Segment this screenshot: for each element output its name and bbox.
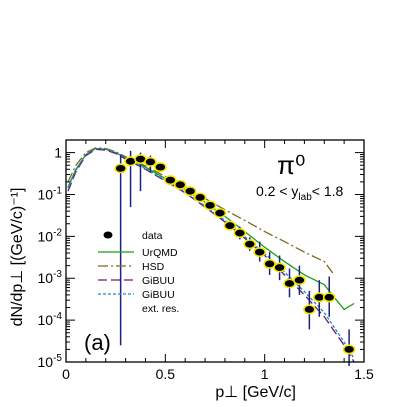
data-marker <box>164 175 177 186</box>
data-point <box>124 150 137 208</box>
y-tick-label: 1 <box>54 145 62 161</box>
data-point <box>342 329 356 367</box>
data-marker <box>114 163 127 174</box>
data-marker <box>243 239 257 250</box>
data-marker <box>223 220 237 231</box>
y-tick-exp: -5 <box>53 353 62 364</box>
data-marker <box>273 262 286 273</box>
x-tick-label: 0 <box>62 366 70 382</box>
y-tick-label: 10-3 <box>38 269 63 286</box>
y-tick-label: 10-1 <box>38 185 63 202</box>
legend-label-urqmd: UrQMD <box>142 247 178 259</box>
data-point <box>253 241 267 262</box>
y-tick-base: 10 <box>38 186 54 202</box>
y-tick-exp: -4 <box>53 311 62 322</box>
data-point <box>322 276 336 317</box>
model-curves <box>67 147 355 363</box>
data-point <box>273 255 286 281</box>
curve-urqmd <box>67 147 355 311</box>
data-point <box>303 290 316 330</box>
x-tick-label: 0.5 <box>156 366 176 382</box>
data-point <box>223 220 237 231</box>
y-tick-exp: -1 <box>53 185 62 196</box>
data-marker <box>293 275 306 286</box>
data-point <box>283 268 296 298</box>
y-tick-base: 10 <box>38 228 54 244</box>
data-marker <box>233 228 247 239</box>
legend-label-gibuu1: GiBUU <box>142 275 175 287</box>
data-point <box>164 175 177 186</box>
data-marker <box>203 200 217 211</box>
y-tick-base: 10 <box>38 270 54 286</box>
data-point <box>243 237 257 251</box>
y-tick-label: 10-2 <box>38 227 63 244</box>
data-point <box>144 155 157 172</box>
legend-label-hsd: HSD <box>142 261 165 273</box>
legend-label-data: data <box>142 230 163 242</box>
legend-label-gibuu2: GiBUU <box>142 289 175 301</box>
plot-frame <box>65 139 365 363</box>
data-marker <box>154 162 167 173</box>
y-tick-label: 10-5 <box>38 353 63 370</box>
data-point <box>293 265 306 295</box>
panel-label: (a) <box>84 330 111 355</box>
data-marker <box>193 192 207 203</box>
x-axis-label: p⊥ [GeV/c] <box>215 384 296 401</box>
data-marker <box>253 247 267 258</box>
rapidity-label: 0.2 < ylab< 1.8 <box>256 183 344 203</box>
data-marker <box>173 179 187 190</box>
legend-data-marker <box>103 231 113 239</box>
legend-label-gibuu2-note: ext. res. <box>142 303 179 315</box>
data-point <box>233 226 247 240</box>
y-axis-label: dN/dp⊥ [(GeV/c)⁻¹] <box>9 188 26 327</box>
data-marker <box>342 344 356 355</box>
data-marker <box>303 304 316 315</box>
data-point <box>213 208 227 219</box>
data-marker <box>322 292 336 303</box>
data-marker <box>213 208 227 219</box>
data-point <box>203 200 217 211</box>
data-point <box>154 162 167 173</box>
data-point <box>173 179 187 190</box>
data-marker <box>183 186 197 197</box>
data-point <box>114 154 127 346</box>
particle-label: π⁰ <box>277 150 305 180</box>
data-point <box>263 252 276 275</box>
data-points <box>114 150 356 367</box>
rapidity-sub: lab <box>298 192 312 203</box>
rapidity-suffix: < 1.8 <box>312 183 344 199</box>
curve-gibuu1 <box>67 148 355 363</box>
y-tick-exp: -3 <box>53 269 62 280</box>
data-point <box>183 186 197 197</box>
data-marker <box>144 156 157 167</box>
y-tick-base: 10 <box>38 312 54 328</box>
legend: data UrQMD HSD GiBUU GiBUU ext. res. <box>98 230 179 315</box>
data-point <box>134 152 147 192</box>
y-tick-base: 10 <box>38 354 54 370</box>
data-marker <box>263 258 276 269</box>
x-tick-label: 1 <box>261 366 269 382</box>
rapidity-prefix: 0.2 < y <box>256 183 298 199</box>
y-tick-exp: -2 <box>53 227 62 238</box>
data-point <box>193 192 207 203</box>
curve-gibuu2 <box>67 147 355 360</box>
x-tick-label: 1.5 <box>354 366 374 382</box>
y-tick-label: 10-4 <box>38 311 63 328</box>
